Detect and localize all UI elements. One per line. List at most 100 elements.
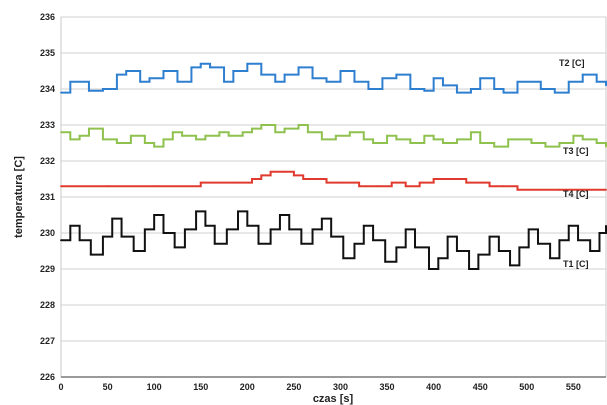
x-tick-label: 250 — [286, 382, 301, 392]
data-point — [470, 131, 472, 134]
x-tick-label: 500 — [519, 382, 534, 392]
data-point — [395, 138, 398, 141]
y-tick-label: 232 — [40, 156, 55, 166]
series-group — [60, 62, 607, 270]
data-point — [390, 181, 393, 184]
data-point — [306, 131, 309, 134]
data-point — [88, 89, 90, 92]
data-point — [139, 80, 142, 83]
data-point — [558, 188, 561, 191]
series-label: T1 [C] — [563, 259, 589, 269]
data-point — [497, 250, 500, 252]
x-tick-label: 450 — [473, 382, 488, 392]
x-tick-label: 300 — [333, 382, 348, 392]
data-point — [549, 257, 552, 260]
data-point — [237, 210, 239, 213]
data-point — [595, 142, 598, 144]
data-point — [283, 127, 286, 130]
data-point — [176, 80, 179, 83]
data-point — [558, 239, 561, 242]
y-tick-label: 228 — [40, 300, 55, 310]
data-point — [60, 91, 62, 94]
data-point — [274, 80, 277, 83]
data-point — [479, 142, 482, 144]
data-point — [372, 142, 374, 144]
data-point — [153, 214, 156, 216]
data-point — [339, 70, 342, 72]
data-point — [493, 88, 496, 90]
y-tick-label: 226 — [40, 372, 55, 382]
data-point — [132, 250, 135, 252]
data-point — [423, 89, 426, 92]
data-point — [143, 142, 146, 144]
y-tick-labels: 226 227 228 229 230 231 232 233 234 235 236 — [40, 12, 55, 382]
data-point — [516, 188, 519, 191]
data-point — [300, 242, 303, 245]
data-point — [195, 210, 197, 213]
data-point — [106, 185, 109, 188]
data-point — [78, 239, 81, 242]
data-point — [283, 170, 286, 173]
data-point — [509, 264, 511, 267]
data-point — [537, 242, 539, 245]
data-point — [60, 239, 62, 242]
y-axis-label: temperatura [C] — [13, 156, 25, 238]
data-point — [269, 170, 272, 173]
data-point — [69, 80, 72, 83]
data-point — [409, 142, 412, 144]
data-point — [260, 124, 263, 126]
data-point — [381, 77, 384, 80]
data-point — [598, 232, 601, 234]
x-tick-label: 50 — [103, 382, 113, 392]
data-point — [283, 73, 286, 76]
data-point — [78, 80, 81, 83]
data-point — [325, 80, 328, 83]
data-point — [456, 138, 458, 141]
data-point — [502, 185, 505, 188]
data-point — [153, 145, 156, 148]
data-point — [209, 66, 211, 69]
data-point — [162, 70, 165, 72]
data-point — [456, 91, 458, 94]
data-point — [251, 127, 253, 130]
data-point — [302, 178, 305, 180]
data-point — [502, 91, 505, 94]
y-tick-label: 231 — [40, 192, 55, 202]
data-point — [395, 73, 398, 76]
data-point — [297, 66, 300, 69]
data-point — [572, 134, 575, 137]
y-tick-label: 234 — [40, 84, 55, 94]
data-point — [605, 84, 607, 87]
data-point — [530, 142, 533, 144]
data-point — [225, 228, 228, 231]
data-point — [162, 138, 165, 141]
x-tick-label: 0 — [58, 382, 63, 392]
series-label: T2 [C] — [559, 58, 585, 68]
data-point — [274, 131, 277, 134]
data-point — [353, 80, 356, 83]
y-tick-label: 236 — [40, 12, 55, 22]
data-point — [567, 80, 570, 83]
data-point — [260, 73, 263, 76]
data-point — [102, 88, 104, 90]
data-point — [535, 188, 538, 191]
data-point — [432, 178, 435, 180]
data-point — [544, 145, 547, 148]
data-point — [190, 66, 193, 69]
data-point — [605, 145, 607, 148]
data-point — [181, 134, 184, 137]
data-point — [89, 253, 92, 256]
y-tick-label: 235 — [40, 48, 55, 58]
data-point — [311, 77, 314, 80]
data-point — [269, 228, 272, 231]
data-point — [404, 228, 407, 231]
data-point — [195, 138, 197, 141]
data-point — [468, 268, 470, 270]
data-point — [372, 239, 374, 242]
data-point — [320, 217, 323, 220]
data-point — [605, 188, 607, 191]
data-point — [367, 88, 370, 90]
data-point — [320, 138, 323, 141]
data-point — [199, 181, 202, 184]
x-axis-line — [61, 376, 606, 378]
